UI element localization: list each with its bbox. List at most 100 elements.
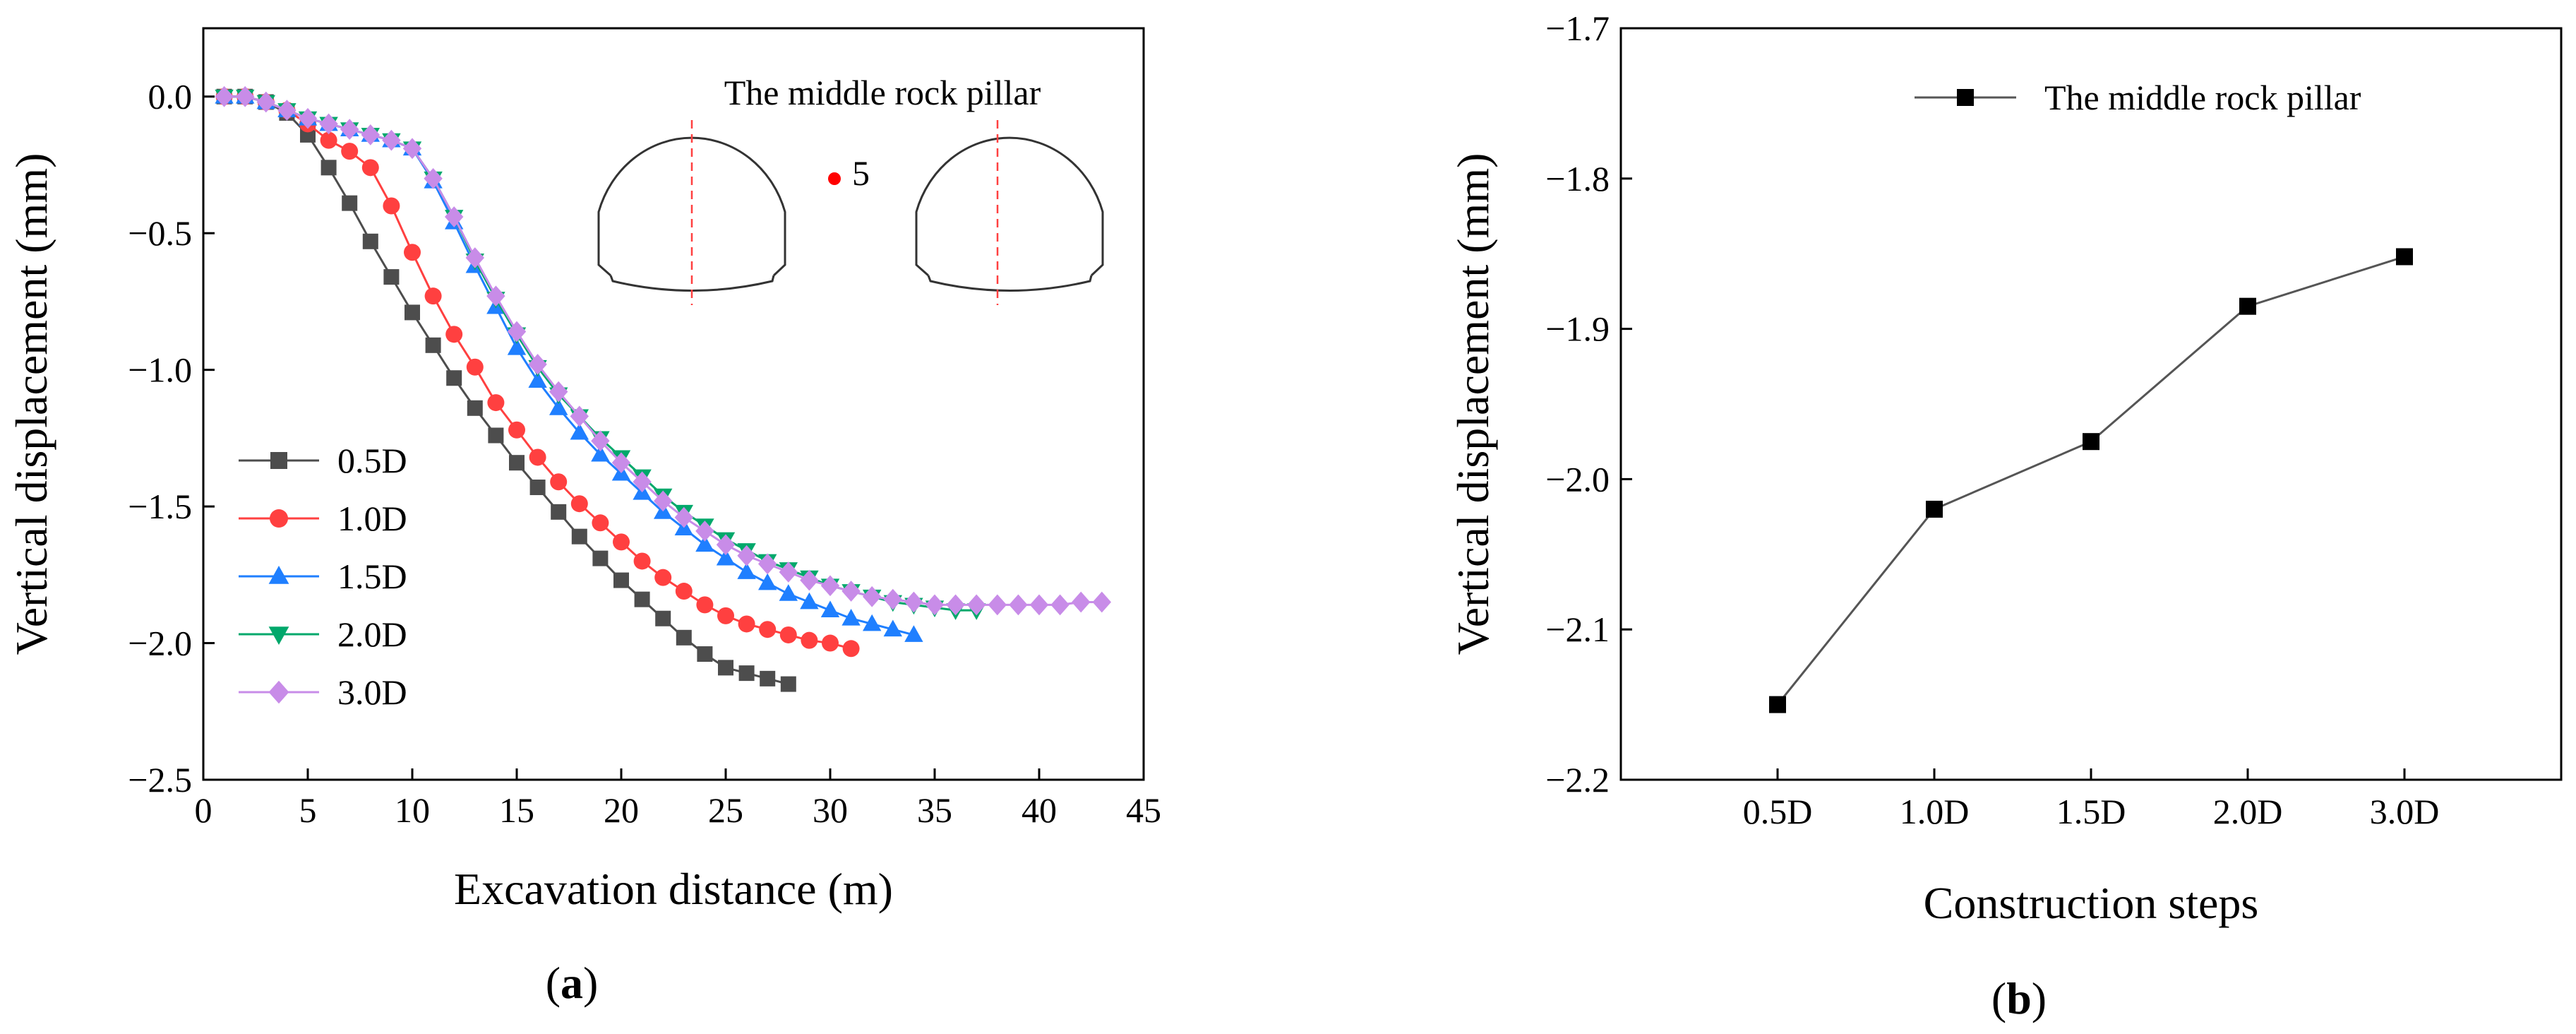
data-point	[676, 629, 692, 646]
data-point	[570, 495, 588, 513]
data-point	[2396, 248, 2413, 266]
data-point	[716, 534, 736, 556]
inset-label: The middle rock pillar	[724, 73, 1041, 112]
data-point	[446, 370, 462, 386]
y-tick-label: −2.5	[128, 760, 192, 800]
legend-marker	[268, 626, 289, 645]
data-point	[695, 521, 714, 542]
series-line	[224, 95, 914, 636]
data-point	[737, 562, 756, 579]
legend-marker	[1957, 89, 1974, 106]
data-point	[842, 640, 860, 658]
data-point	[319, 113, 338, 135]
data-point	[696, 596, 714, 614]
data-point	[800, 569, 819, 591]
panel-b-x-axis-label: Construction steps	[1924, 878, 2259, 928]
data-point	[425, 337, 441, 353]
data-point	[633, 471, 652, 493]
data-point	[361, 159, 379, 177]
y-tick-label: −1.5	[128, 487, 192, 526]
panel-b-y-axis-label: Vertical displacement (mm)	[1448, 153, 1498, 655]
data-point	[883, 619, 902, 637]
data-point	[904, 625, 923, 642]
data-point	[445, 206, 464, 227]
y-tick-label: −2.0	[1545, 459, 1610, 499]
data-point	[863, 614, 882, 631]
data-point	[2083, 433, 2099, 451]
data-point	[549, 381, 568, 403]
data-point	[820, 600, 840, 618]
data-point	[550, 473, 568, 491]
y-tick-label: −1.0	[128, 350, 192, 390]
data-point	[654, 569, 672, 586]
x-tick-label: 0	[195, 790, 212, 830]
data-point	[800, 592, 819, 610]
data-point	[424, 167, 443, 189]
panel-a-caption: (a)	[546, 958, 599, 1008]
data-point	[674, 506, 693, 528]
legend-marker	[268, 566, 289, 584]
data-point	[320, 131, 337, 149]
data-point	[467, 400, 483, 416]
data-point	[760, 670, 776, 687]
y-tick-label: 0.0	[148, 77, 193, 117]
data-point	[466, 358, 484, 376]
y-tick-label: −1.8	[1545, 159, 1610, 198]
data-point	[654, 490, 673, 512]
y-tick-label: −1.9	[1545, 309, 1610, 349]
data-point	[883, 588, 902, 610]
data-point	[215, 85, 234, 107]
series-The middle rock pillar	[1769, 248, 2413, 713]
data-point	[277, 100, 296, 121]
panel-b-caption: (b)	[1991, 973, 2047, 1023]
data-point	[487, 394, 505, 412]
data-point	[529, 448, 546, 466]
data-point	[507, 338, 527, 355]
data-point	[820, 575, 840, 597]
data-point	[863, 586, 882, 607]
data-point	[779, 626, 797, 643]
data-point	[758, 573, 777, 590]
data-point	[841, 581, 861, 602]
data-point	[445, 326, 463, 343]
data-point	[655, 610, 671, 626]
panel-b-chart: 0.5D 1.0D 1.5D 2.0D 3.0D −1.7 −1.8 −1.9 −2.0 −2.1…	[1448, 8, 2563, 1023]
data-point	[925, 594, 945, 616]
data-point	[2239, 297, 2256, 315]
data-point	[613, 572, 629, 588]
y-tick-label: −1.7	[1545, 8, 1610, 48]
data-point	[946, 594, 965, 616]
data-point	[549, 398, 568, 415]
y-tick-label: −0.5	[128, 213, 192, 253]
panel-a-chart: 0 5 10 15 20 25 30 35 40 45 0.0 −0.5 −1.0 −1.5 −2.0 −2.…	[6, 27, 1161, 1008]
data-point	[1072, 591, 1091, 613]
panel-a-axis-ticks: 0 5 10 15 20 25 30 35 40 45 0.0 −0.5 −1.0 −1.5 −2.0 −2.…	[128, 77, 1161, 830]
x-tick-label: 45	[1126, 790, 1161, 830]
data-point	[256, 91, 275, 113]
x-tick-label: 1.0D	[1900, 792, 1970, 831]
panel-b-plot-frame	[1619, 27, 2563, 781]
data-point	[528, 371, 547, 388]
panel-a-inset: The middle rock pillar 5	[597, 73, 1104, 305]
x-tick-label: 1.5D	[2056, 792, 2126, 831]
inset-point-label: 5	[852, 153, 870, 193]
x-tick-label: 40	[1022, 790, 1057, 830]
data-point	[465, 247, 484, 268]
panel-a-y-axis-label: Vertical displacement (mm)	[6, 153, 56, 655]
data-point	[507, 321, 527, 343]
data-point	[320, 160, 337, 176]
data-point	[508, 421, 525, 439]
data-point	[841, 608, 861, 626]
data-point	[551, 504, 567, 520]
data-point	[738, 615, 755, 633]
data-point	[675, 583, 693, 600]
left-tunnel-cross-section-icon	[597, 120, 786, 305]
data-point	[341, 143, 359, 160]
data-point	[361, 124, 380, 145]
legend-marker	[270, 452, 287, 469]
data-point	[695, 535, 714, 552]
panel-a-plot-frame	[202, 27, 1145, 781]
legend-label: 1.5D	[337, 557, 407, 596]
panel-a-series	[215, 85, 1111, 692]
series-line	[1776, 256, 2405, 706]
